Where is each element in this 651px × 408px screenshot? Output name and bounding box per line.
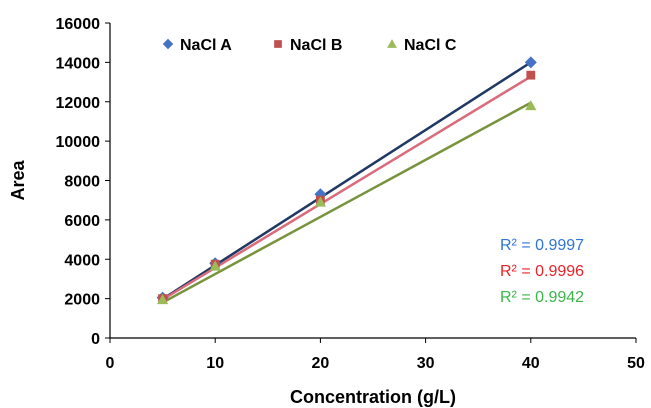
- data-point-nacl-c: [525, 100, 537, 111]
- data-point-nacl-b: [526, 70, 536, 80]
- legend-label: NaCl C: [404, 37, 457, 54]
- x-tick-label: 50: [627, 355, 645, 372]
- y-tick-label: 2000: [64, 292, 100, 309]
- legend-label: NaCl B: [290, 37, 342, 54]
- x-tick-label: 20: [312, 355, 330, 372]
- y-tick-label: 10000: [56, 134, 101, 151]
- y-axis-title: Area: [8, 160, 28, 201]
- y-ticks: 0 2000 4000 6000 8000 10000 12000 14000 16000: [56, 16, 110, 348]
- x-tick-label: 10: [206, 355, 224, 372]
- legend-marker-nacl-c: [387, 39, 397, 48]
- y-tick-label: 8000: [64, 174, 100, 191]
- y-tick-label: 0: [91, 331, 100, 348]
- data-point-nacl-c: [314, 196, 326, 207]
- legend-label: NaCl A: [180, 37, 232, 54]
- y-tick-label: 16000: [56, 16, 101, 33]
- r2-label: R² = 0.9996: [500, 263, 584, 280]
- r2-label: R² = 0.9942: [500, 289, 584, 306]
- x-tick-label: 0: [106, 355, 115, 372]
- r2-label: R² = 0.9997: [500, 237, 584, 254]
- y-tick-label: 12000: [56, 95, 101, 112]
- trendlines: [161, 61, 532, 304]
- y-tick-label: 6000: [64, 213, 100, 230]
- legend-marker-nacl-b: [274, 40, 282, 48]
- trendline-nacl-a: [161, 61, 532, 301]
- legend-marker-nacl-a: [162, 38, 174, 50]
- data-point-nacl-c: [157, 294, 169, 305]
- legend: NaCl A NaCl B NaCl C: [162, 37, 457, 54]
- y-tick-label: 4000: [64, 252, 100, 269]
- r2-labels: R² = 0.9997 R² = 0.9996 R² = 0.9942: [500, 237, 584, 306]
- x-tick-label: 30: [417, 355, 435, 372]
- trendline-nacl-c: [162, 101, 532, 304]
- x-axis-title: Concentration (g/L): [290, 387, 456, 407]
- x-ticks: 0 10 20 30 40 50: [106, 338, 645, 372]
- trendline-nacl-b: [161, 75, 532, 301]
- data-point-nacl-a: [524, 56, 537, 69]
- y-tick-label: 14000: [56, 55, 101, 72]
- data-points: [156, 56, 537, 305]
- data-point-nacl-c: [209, 260, 221, 271]
- x-tick-label: 40: [522, 355, 540, 372]
